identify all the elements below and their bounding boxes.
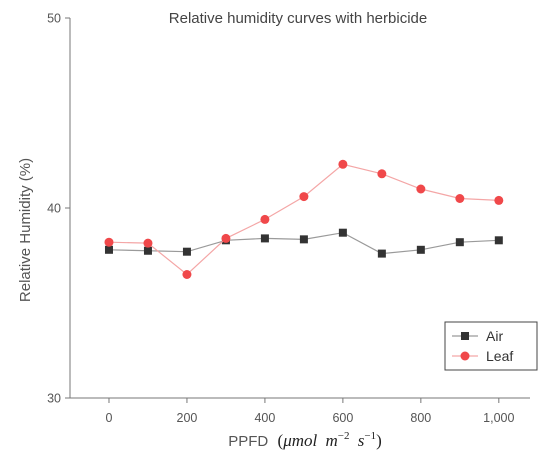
x-ticks: 0 200 400 600 800 1,000 (106, 398, 515, 425)
data-point-air (299, 235, 308, 244)
data-point-air (455, 238, 464, 247)
legend: Air Leaf (444, 321, 538, 371)
x-unit-m: m (325, 431, 337, 450)
data-point-air (182, 247, 191, 256)
x-unit-s-exponent: −1 (364, 430, 376, 442)
data-point-leaf (299, 192, 309, 202)
data-point-leaf (221, 233, 231, 243)
legend-marker-air (461, 332, 469, 340)
x-unit-close: ) (376, 431, 382, 450)
y-axis-label: Relative Humidity (%) (17, 158, 34, 302)
x-tick-label: 800 (410, 411, 431, 425)
data-point-leaf (338, 159, 348, 169)
data-point-air (494, 236, 503, 245)
data-point-leaf (182, 270, 192, 279)
x-unit-mu: μ (282, 431, 292, 450)
x-axis-label-name: PPFD (228, 433, 268, 450)
data-point-leaf (416, 184, 426, 194)
data-point-leaf (494, 195, 504, 205)
x-axis-label: PPFD (μmol m−2 s−1) (228, 424, 382, 450)
series-line-leaf (108, 163, 499, 276)
data-point-leaf (104, 237, 114, 247)
legend-label-leaf: Leaf (486, 348, 513, 364)
x-unit-open: ( (278, 431, 284, 450)
data-point-air (260, 234, 269, 243)
chart-title: Relative humidity curves with herbicide (169, 10, 427, 27)
y-tick-label: 30 (47, 392, 61, 406)
data-point-leaf (377, 169, 387, 179)
legend-label-air: Air (486, 328, 503, 344)
data-point-air (338, 228, 347, 237)
series-layer (104, 159, 504, 279)
x-tick-label: 200 (177, 411, 198, 425)
data-point-air (377, 249, 386, 258)
x-tick-label: 1,000 (483, 411, 514, 425)
x-tick-label: 400 (254, 411, 275, 425)
data-point-air (143, 246, 152, 255)
data-point-leaf (143, 238, 153, 248)
data-point-leaf (455, 194, 465, 203)
y-tick-label: 50 (47, 12, 61, 26)
data-point-leaf (260, 214, 270, 224)
y-ticks: 30 40 50 (47, 12, 70, 406)
x-tick-label: 0 (106, 411, 113, 425)
x-unit-s: s (358, 431, 365, 450)
x-tick-label: 600 (332, 411, 353, 425)
data-point-air (416, 245, 425, 254)
data-point-air (104, 245, 113, 254)
legend-box (444, 321, 538, 371)
y-tick-label: 40 (47, 202, 61, 216)
x-unit-mol: mol (292, 431, 318, 450)
legend-marker-leaf (460, 351, 470, 361)
x-unit-m-exponent: −2 (338, 430, 350, 442)
